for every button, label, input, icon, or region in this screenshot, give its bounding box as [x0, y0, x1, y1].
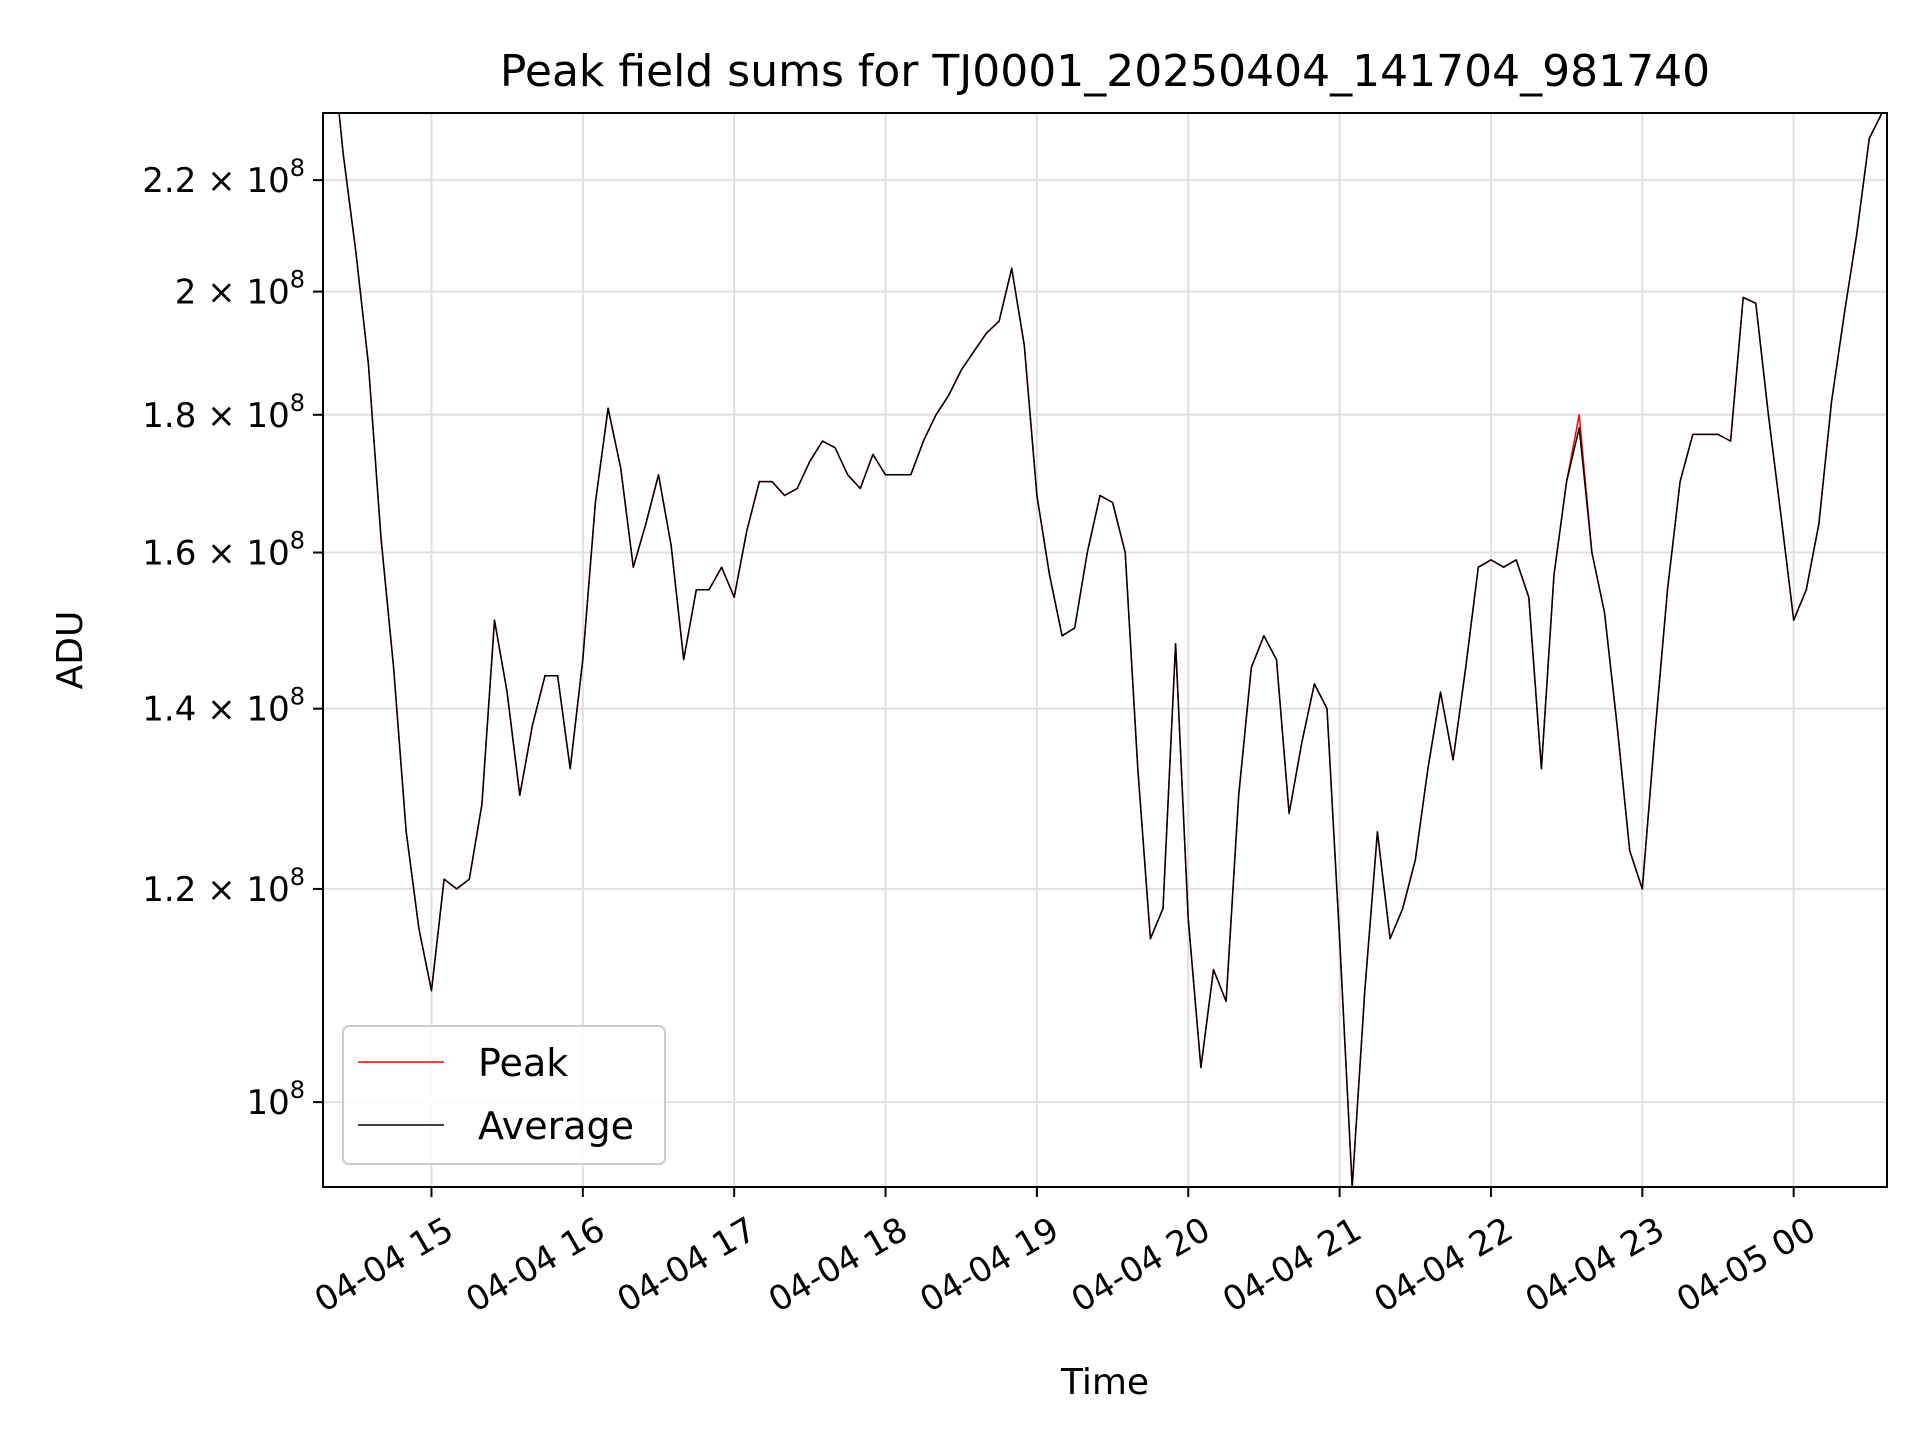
series-layer	[338, 113, 1883, 1187]
x-axis-label: Time	[1060, 1362, 1149, 1403]
legend-label-peak: Peak	[478, 1041, 568, 1085]
y-tick-label: 1.2 × 108	[142, 863, 305, 910]
series-line-average	[338, 113, 1883, 1187]
y-tick-base: 10	[246, 534, 289, 574]
y-tick-base: 10	[246, 396, 289, 436]
y-tick-label: 1.4 × 108	[142, 683, 305, 730]
chart-title: Peak field sums for TJ0001_20250404_1417…	[500, 46, 1710, 97]
y-tick-label: 1.8 × 108	[142, 389, 305, 436]
y-tick-mantissa: 1.6	[142, 534, 196, 574]
y-tick-times: ×	[196, 161, 246, 201]
y-tick-mantissa: 2.2	[142, 161, 196, 201]
y-tick-base: 10	[246, 161, 289, 201]
legend-label-average: Average	[478, 1104, 634, 1148]
y-tick-label: 1.6 × 108	[142, 527, 305, 574]
y-tick-mantissa: 1.2	[142, 870, 196, 910]
y-tick-base: 10	[246, 1083, 289, 1123]
grid	[323, 113, 1887, 1187]
y-tick-base: 10	[246, 690, 289, 730]
y-tick-label: 2 × 108	[175, 266, 305, 313]
legend-box	[342, 1025, 666, 1165]
y-tick-times: ×	[196, 534, 246, 574]
y-axis-label: ADU	[50, 611, 91, 690]
y-tick-mantissa: 1.4	[142, 690, 196, 730]
y-tick-label: 108	[246, 1076, 305, 1123]
y-tick-base: 10	[246, 870, 289, 910]
y-tick-exponent: 8	[290, 389, 305, 417]
y-tick-exponent: 8	[290, 266, 305, 294]
y-tick-label: 2.2 × 108	[142, 154, 305, 201]
y-tick-times: ×	[196, 273, 246, 313]
y-tick-exponent: 8	[290, 527, 305, 555]
legend: Peak Average	[342, 1025, 666, 1165]
plot-frame	[322, 112, 1888, 1188]
y-tick-times: ×	[196, 870, 246, 910]
y-tick-base: 10	[246, 273, 289, 313]
y-tick-mantissa: 2	[175, 273, 197, 313]
y-tick-exponent: 8	[290, 863, 305, 891]
y-tick-mantissa: 1.8	[142, 396, 196, 436]
y-tick-exponent: 8	[290, 1076, 305, 1104]
y-tick-exponent: 8	[290, 154, 305, 182]
y-tick-times: ×	[196, 690, 246, 730]
y-tick-exponent: 8	[290, 683, 305, 711]
y-tick-times: ×	[196, 396, 246, 436]
